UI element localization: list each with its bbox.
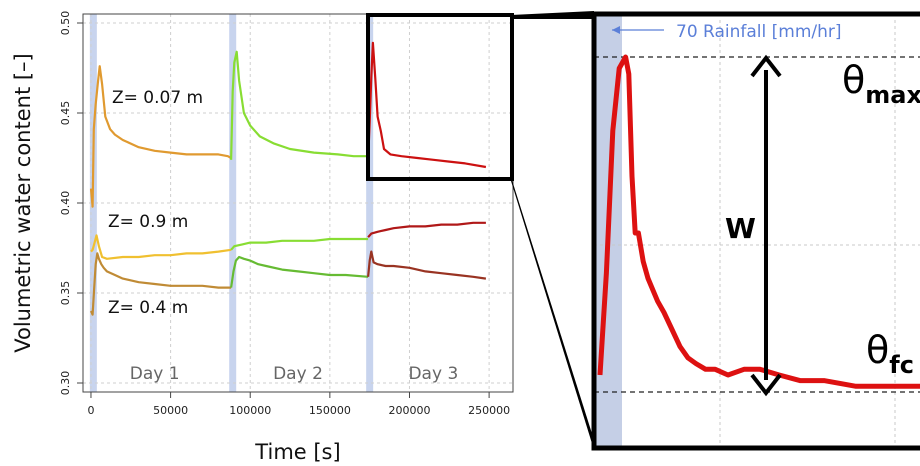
series-line-3-day-3 (367, 250, 487, 280)
x-tick-label: 200000 (388, 404, 430, 417)
x-tick-label: 250000 (468, 404, 510, 417)
series-line-1-day-1 (89, 65, 232, 208)
day-label-1: Day 1 (130, 364, 180, 384)
zoom-panel: 70 Rainfall [mm/hr] W θmax θfc (591, 11, 920, 451)
zoom-highlight-box (366, 13, 514, 181)
series-line-2-day-3 (367, 221, 486, 238)
series-line-2-day-1 (90, 234, 232, 260)
series-line-3-day-2 (230, 255, 369, 288)
x-tick-label: 50000 (153, 404, 188, 417)
main-chart: 0 50000 100000 150000 200000 250000 0.300.350… (11, 11, 514, 464)
plot-frame (82, 13, 514, 393)
day-label-2: Day 2 (273, 364, 323, 384)
rain-event-band-2 (229, 14, 237, 392)
zoom-panel-frame (591, 11, 920, 451)
width-arrowhead-top (750, 54, 782, 78)
series-line-1-day-3 (367, 41, 487, 169)
y-tick-label: 0.40 (59, 191, 72, 216)
y-axis-label: Volumetric water content [–] (11, 53, 35, 353)
zoom-connector-top (511, 11, 594, 19)
y-tick-label: 0.50 (59, 11, 72, 36)
y-tick-label: 0.35 (59, 281, 72, 306)
x-tick-label: 100000 (229, 404, 271, 417)
series-line-1-day-2 (230, 50, 369, 160)
series-label-z04: Z= 0.4 m (108, 298, 188, 318)
y-tick-label: 0.45 (59, 101, 72, 126)
day-label-3: Day 3 (408, 364, 458, 384)
zoom-series-group (597, 54, 920, 389)
width-arrowhead-bottom (750, 373, 782, 397)
rainfall-legend-label: 70 Rainfall [mm/hr] (676, 22, 842, 42)
day-labels: Day 1 Day 2 Day 3 (130, 364, 459, 384)
series-line-3-day-1 (89, 252, 232, 316)
theta-fc-label: θfc (866, 328, 914, 379)
y-tick-label: 0.30 (59, 371, 72, 396)
x-axis-label: Time [s] (254, 440, 340, 464)
x-tick-label: 0 (87, 404, 94, 417)
grid (83, 14, 513, 392)
zoom-series-line-1 (597, 54, 920, 389)
x-axis: 0 50000 100000 150000 200000 250000 (87, 392, 510, 417)
series-line-2-day-2 (230, 237, 369, 251)
rainfall-legend-arrowhead (612, 26, 620, 34)
rain-event-band-3 (366, 14, 374, 392)
x-tick-label: 150000 (309, 404, 351, 417)
series-label-z09: Z= 0.9 m (108, 212, 188, 232)
series-label-z007: Z= 0.07 m (112, 88, 203, 108)
width-label: W (725, 212, 756, 245)
series-group (89, 41, 487, 316)
y-axis: 0.30 0.35 0.40 0.45 0.50 (59, 11, 83, 396)
theta-max-label: θmax (842, 58, 920, 109)
zoom-connector-bottom (511, 177, 594, 450)
